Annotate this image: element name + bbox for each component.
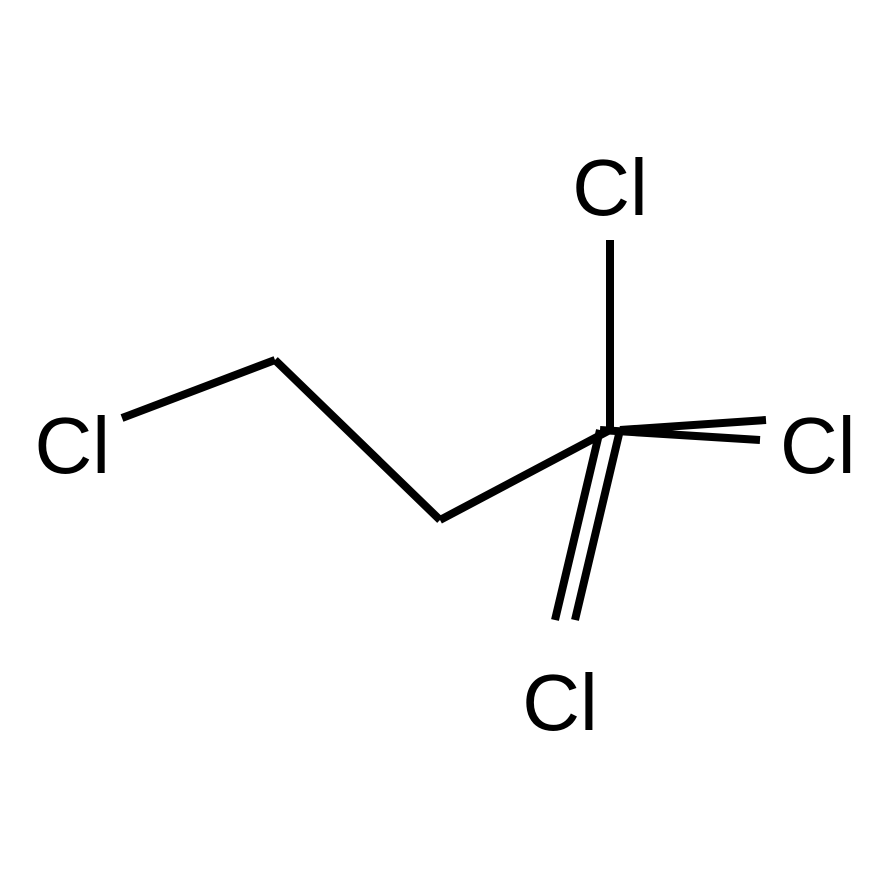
atom-cl-bottom: Cl — [522, 658, 598, 747]
atom-cl-top: Cl — [572, 143, 648, 232]
atom-cl-left: Cl — [34, 401, 110, 490]
atom-cl-right: Cl — [780, 401, 856, 490]
bond-c1-c2 — [275, 360, 440, 520]
bond-c3-cl-bottom-b — [575, 430, 620, 620]
bond-cl-left-c1 — [122, 360, 275, 418]
bond-c3-cl-right-a — [620, 420, 766, 430]
bond-c3-cl-right-b — [600, 430, 760, 440]
molecule-diagram: Cl Cl Cl Cl — [0, 0, 890, 890]
